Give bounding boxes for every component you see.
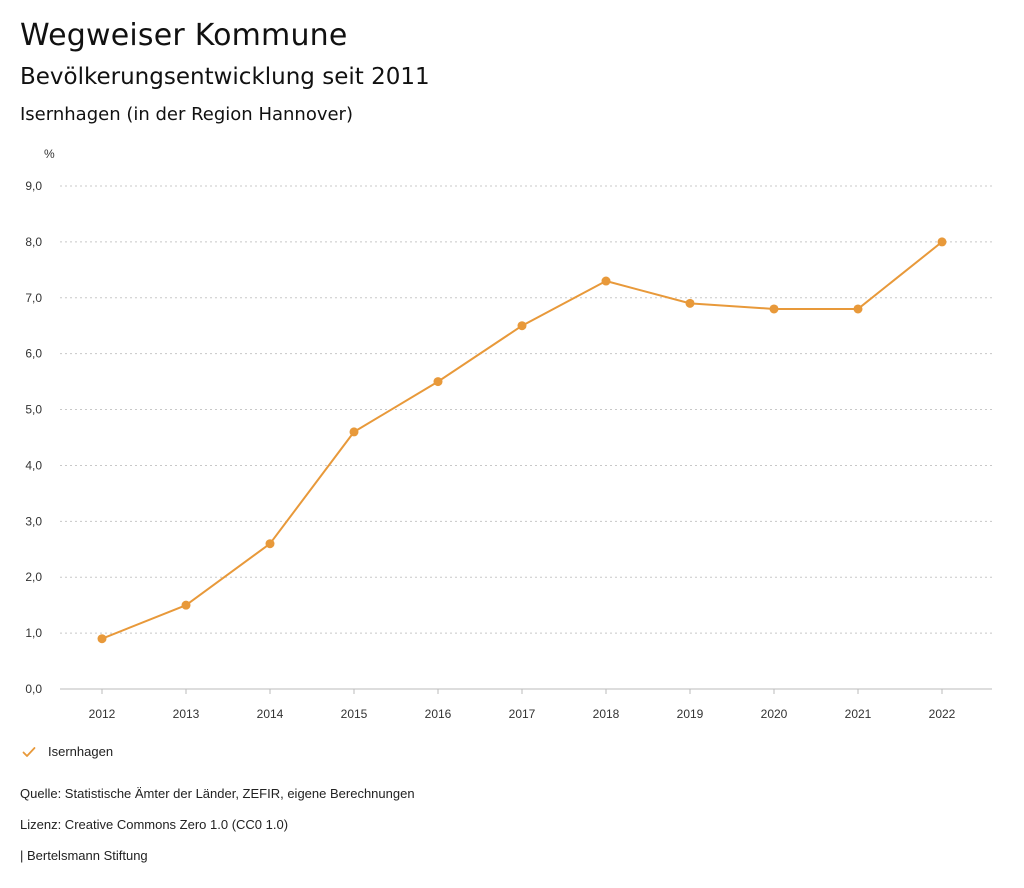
data-point[interactable] (601, 276, 611, 286)
x-tick-label: 2022 (929, 707, 956, 720)
y-tick-label: 3,0 (25, 514, 42, 528)
legend-label: Isernhagen (48, 744, 114, 759)
y-tick-label: 2,0 (25, 570, 42, 584)
data-point[interactable] (517, 321, 527, 331)
x-tick-label: 2019 (677, 707, 704, 720)
data-point[interactable] (769, 304, 779, 314)
y-tick-label: 5,0 (25, 403, 42, 417)
y-tick-label: 9,0 (25, 179, 42, 193)
x-tick-label: 2016 (425, 707, 452, 720)
check-icon (22, 746, 36, 757)
data-point[interactable] (937, 237, 947, 247)
x-tick-label: 2020 (761, 707, 788, 720)
legend-item-isernhagen[interactable]: Isernhagen (22, 744, 113, 759)
y-tick-label: 7,0 (25, 291, 42, 305)
y-tick-label: 1,0 (25, 626, 42, 640)
x-tick-label: 2018 (593, 707, 620, 720)
publisher-note: | Bertelsmann Stiftung (20, 848, 148, 863)
data-point[interactable] (97, 634, 107, 644)
data-point[interactable] (265, 539, 275, 549)
y-tick-label: 8,0 (25, 235, 42, 249)
data-point[interactable] (853, 304, 863, 314)
data-point[interactable] (685, 298, 695, 308)
x-tick-label: 2017 (509, 707, 536, 720)
license-note: Lizenz: Creative Commons Zero 1.0 (CC0 1… (20, 817, 289, 832)
page-title: Wegweiser Kommune (20, 18, 348, 53)
y-tick-label: 0,0 (25, 682, 42, 696)
y-axis-unit-label: % (44, 147, 55, 161)
y-tick-label: 6,0 (25, 347, 42, 361)
x-tick-label: 2014 (257, 707, 284, 720)
x-tick-label: 2021 (845, 707, 872, 720)
x-axis-ticks: 2012 2013 2014 2015 2016 2017 2018 2019 2020 2021… (89, 689, 956, 720)
x-tick-label: 2013 (173, 707, 200, 720)
data-point[interactable] (349, 427, 359, 437)
series-layer (97, 237, 947, 644)
data-point[interactable] (433, 377, 443, 387)
series-line-isernhagen (101, 241, 943, 640)
grid-lines (60, 185, 992, 690)
y-axis-ticks: 0,0 1,0 2,0 3,0 4,0 5,0 6,0 7,0 8,0 9,0 (25, 179, 42, 696)
x-tick-label: 2015 (341, 707, 368, 720)
data-point[interactable] (181, 600, 191, 610)
region-label: Isernhagen (in der Region Hannover) (20, 104, 353, 125)
chart-subtitle: Bevölkerungsentwicklung seit 2011 (20, 64, 430, 90)
line-chart: % 0,01,02,03,04,05,06,07,08,09,0 2012 201… (25, 147, 992, 720)
source-note: Quelle: Statistische Ämter der Länder, Z… (20, 786, 415, 801)
y-tick-label: 4,0 (25, 458, 42, 472)
x-tick-label: 2012 (89, 707, 116, 720)
